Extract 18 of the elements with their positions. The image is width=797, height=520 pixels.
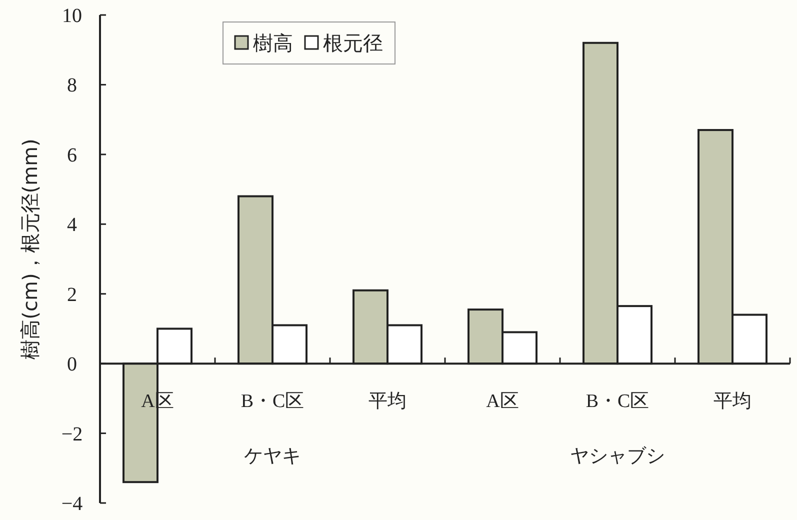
y-tick-label: 4 — [67, 214, 77, 236]
y-tick-label: 6 — [67, 144, 77, 166]
y-tick-label: −2 — [61, 423, 83, 446]
x-tick-label: A区 — [486, 391, 519, 412]
x-tick-label: 平均 — [714, 391, 752, 412]
y-tick-label: 10 — [62, 5, 82, 27]
x-tick-label: B・C区 — [240, 391, 304, 412]
x-tick-label: B・C区 — [586, 391, 650, 412]
legend-label: 根元径 — [323, 31, 383, 55]
y-axis-title: 樹高(cm)，根元径(mm) — [18, 138, 42, 360]
y-tick-label: 2 — [67, 284, 77, 306]
y-tick-label: 8 — [67, 74, 77, 97]
x-tick-label: 平均 — [368, 391, 406, 412]
y-tick-label: 0 — [67, 354, 77, 376]
legend-label: 樹高 — [253, 31, 293, 55]
annotation: ヤシャブシ — [570, 446, 665, 467]
y-tick-label: −4 — [61, 493, 83, 515]
annotation: ケヤキ — [244, 446, 301, 467]
